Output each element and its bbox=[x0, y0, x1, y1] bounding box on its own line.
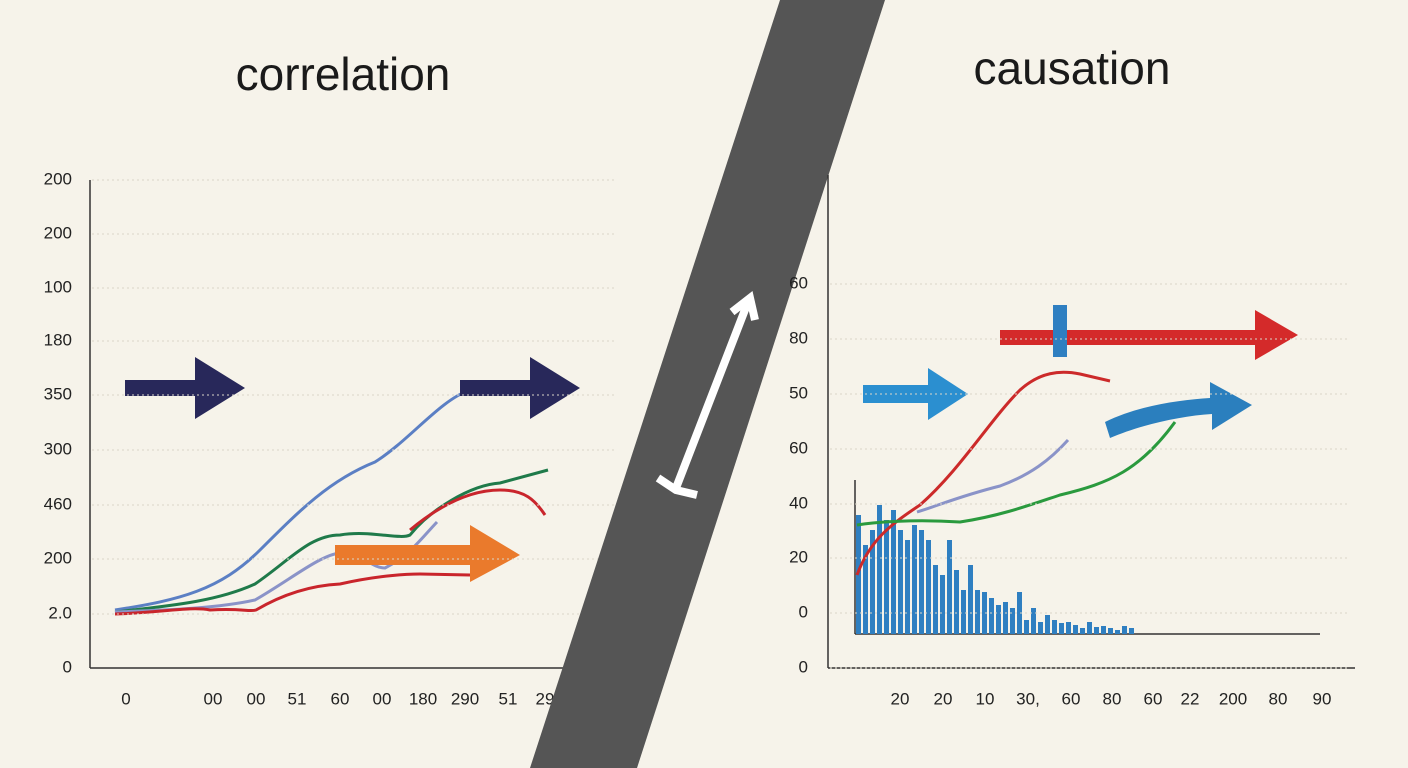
x-tick-label: 0 bbox=[121, 689, 130, 708]
y-tick-label: 350 bbox=[44, 384, 72, 403]
right-title: causation bbox=[974, 42, 1171, 94]
arrow bbox=[335, 525, 520, 582]
bar bbox=[1122, 626, 1127, 634]
bar bbox=[898, 530, 903, 634]
bar bbox=[863, 545, 868, 634]
x-tick-label: 80 bbox=[1269, 689, 1288, 708]
y-tick-label: 460 bbox=[44, 494, 72, 513]
bar bbox=[1031, 608, 1036, 634]
x-tick-label: 60 bbox=[1144, 689, 1163, 708]
bar bbox=[919, 530, 924, 634]
line-red bbox=[855, 370, 1111, 576]
bar bbox=[933, 565, 938, 634]
line-blue bbox=[114, 388, 471, 612]
x-tick-label: 180 bbox=[409, 689, 437, 708]
bar bbox=[989, 598, 994, 634]
x-tick-label: 20 bbox=[934, 689, 953, 708]
left-title: correlation bbox=[236, 48, 451, 100]
bar bbox=[1094, 627, 1099, 634]
bar bbox=[1059, 623, 1064, 634]
y-tick-label: 60 bbox=[789, 273, 808, 292]
bar bbox=[1003, 602, 1008, 634]
x-tick-label: 00 bbox=[204, 689, 223, 708]
y-tick-label: 200 bbox=[44, 169, 72, 188]
y-tick-label: 40 bbox=[789, 493, 808, 512]
bar bbox=[1066, 622, 1071, 634]
x-tick-label: 60 bbox=[331, 689, 350, 708]
line-green bbox=[856, 421, 1177, 527]
bar bbox=[947, 540, 952, 634]
bar bbox=[1129, 628, 1134, 634]
y-tick-label: 0 bbox=[63, 657, 72, 676]
bar bbox=[1073, 625, 1078, 634]
bar bbox=[1010, 608, 1015, 634]
arrow bbox=[125, 357, 245, 419]
bar bbox=[870, 530, 875, 634]
x-tick-label: 10 bbox=[976, 689, 995, 708]
double-arrow bbox=[655, 290, 759, 499]
bar bbox=[1087, 622, 1092, 634]
arrow bbox=[460, 357, 580, 419]
x-tick-label: 22 bbox=[1181, 689, 1200, 708]
line-red bbox=[114, 488, 547, 616]
x-tick-label: 00 bbox=[373, 689, 392, 708]
arrow bbox=[1105, 382, 1252, 438]
bar bbox=[996, 605, 1001, 634]
y-tick-label: 80 bbox=[789, 328, 808, 347]
histogram bbox=[856, 505, 1134, 634]
bar bbox=[1080, 628, 1085, 634]
x-tick-label: 51 bbox=[499, 689, 518, 708]
bar bbox=[1017, 592, 1022, 634]
bar bbox=[1045, 615, 1050, 634]
bar bbox=[912, 525, 917, 634]
bar bbox=[975, 590, 980, 634]
bar bbox=[982, 592, 987, 634]
bar bbox=[1115, 630, 1120, 634]
y-tick-label: 20 bbox=[789, 547, 808, 566]
arrow bbox=[1000, 310, 1298, 360]
x-tick-label: 29 bbox=[536, 689, 555, 708]
bar bbox=[954, 570, 959, 634]
y-tick-label: 50 bbox=[789, 383, 808, 402]
y-tick-label: 0 bbox=[799, 657, 808, 676]
bar bbox=[968, 565, 973, 634]
y-tick-label: 200 bbox=[44, 548, 72, 567]
y-tick-label: 200 bbox=[44, 223, 72, 242]
y-tick-label: 60 bbox=[789, 438, 808, 457]
x-tick-label: 80 bbox=[1103, 689, 1122, 708]
x-tick-label: 90 bbox=[1313, 689, 1332, 708]
x-tick-label: 20 bbox=[891, 689, 910, 708]
bar bbox=[1024, 620, 1029, 634]
bar bbox=[905, 540, 910, 634]
bar bbox=[926, 540, 931, 634]
x-tick-label: 290 bbox=[451, 689, 479, 708]
marker bbox=[1053, 305, 1067, 357]
x-tick-label: 200 bbox=[1219, 689, 1247, 708]
bar bbox=[884, 520, 889, 634]
y-tick-label: 300 bbox=[44, 439, 72, 458]
y-tick-label: 2.0 bbox=[48, 603, 72, 622]
y-tick-label: 0 bbox=[799, 602, 808, 621]
y-tick-label: 100 bbox=[44, 277, 72, 296]
y-tick-label: 180 bbox=[44, 330, 72, 349]
bar bbox=[1038, 622, 1043, 634]
line-lilac bbox=[916, 438, 1070, 514]
bar bbox=[961, 590, 966, 634]
x-tick-label: 00 bbox=[247, 689, 266, 708]
bar bbox=[1108, 628, 1113, 634]
bar bbox=[891, 510, 896, 634]
bar bbox=[940, 575, 945, 634]
bar bbox=[877, 505, 882, 634]
x-tick-label: 30, bbox=[1016, 689, 1040, 708]
bar bbox=[1101, 626, 1106, 634]
x-tick-label: 60 bbox=[1062, 689, 1081, 708]
divider bbox=[530, 0, 885, 768]
bar bbox=[1052, 620, 1057, 634]
x-tick-label: 51 bbox=[288, 689, 307, 708]
